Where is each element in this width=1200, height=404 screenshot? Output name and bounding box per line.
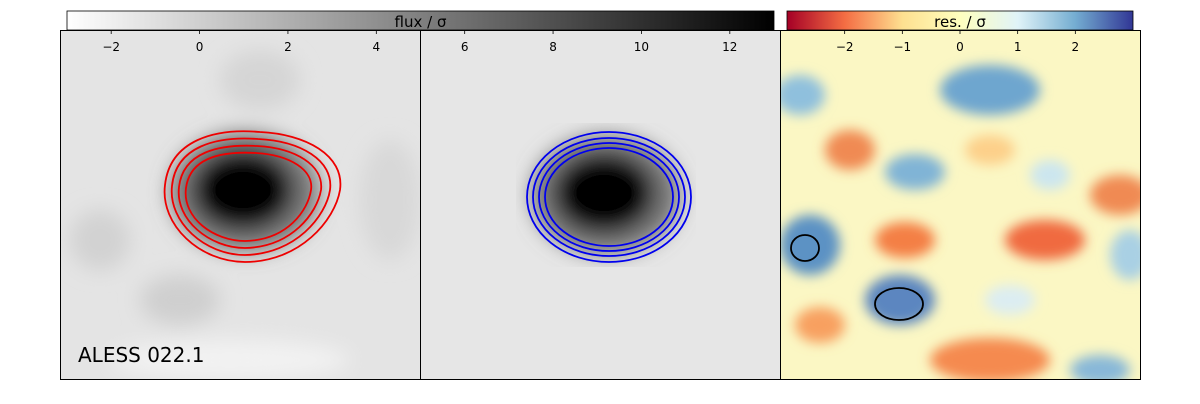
tick-label: −2 <box>836 40 854 54</box>
residual-image <box>780 30 1140 380</box>
source-label: ALESS 022.1 <box>78 343 204 367</box>
colorbar <box>66 10 775 31</box>
tick-label: 10 <box>634 40 649 54</box>
tick-label: 6 <box>461 40 469 54</box>
model-contours <box>526 131 692 263</box>
panel-frames <box>60 30 1141 380</box>
tick-label: 8 <box>549 40 557 54</box>
tick-label: 0 <box>956 40 964 54</box>
colorbar-label: flux / σ <box>395 13 447 31</box>
model-contours <box>163 130 342 263</box>
tick-label: 4 <box>372 40 380 54</box>
tick-label: 0 <box>196 40 204 54</box>
tick-label: −2 <box>102 40 120 54</box>
tick-label: 2 <box>284 40 292 54</box>
tick-label: −1 <box>893 40 911 54</box>
tick-label: 2 <box>1072 40 1080 54</box>
data-image <box>60 30 420 380</box>
colorbar-label: res. / σ <box>934 13 986 31</box>
tick-label: 1 <box>1014 40 1022 54</box>
tick-label: 12 <box>722 40 737 54</box>
model-image <box>420 30 780 380</box>
residual-contours <box>790 234 924 321</box>
